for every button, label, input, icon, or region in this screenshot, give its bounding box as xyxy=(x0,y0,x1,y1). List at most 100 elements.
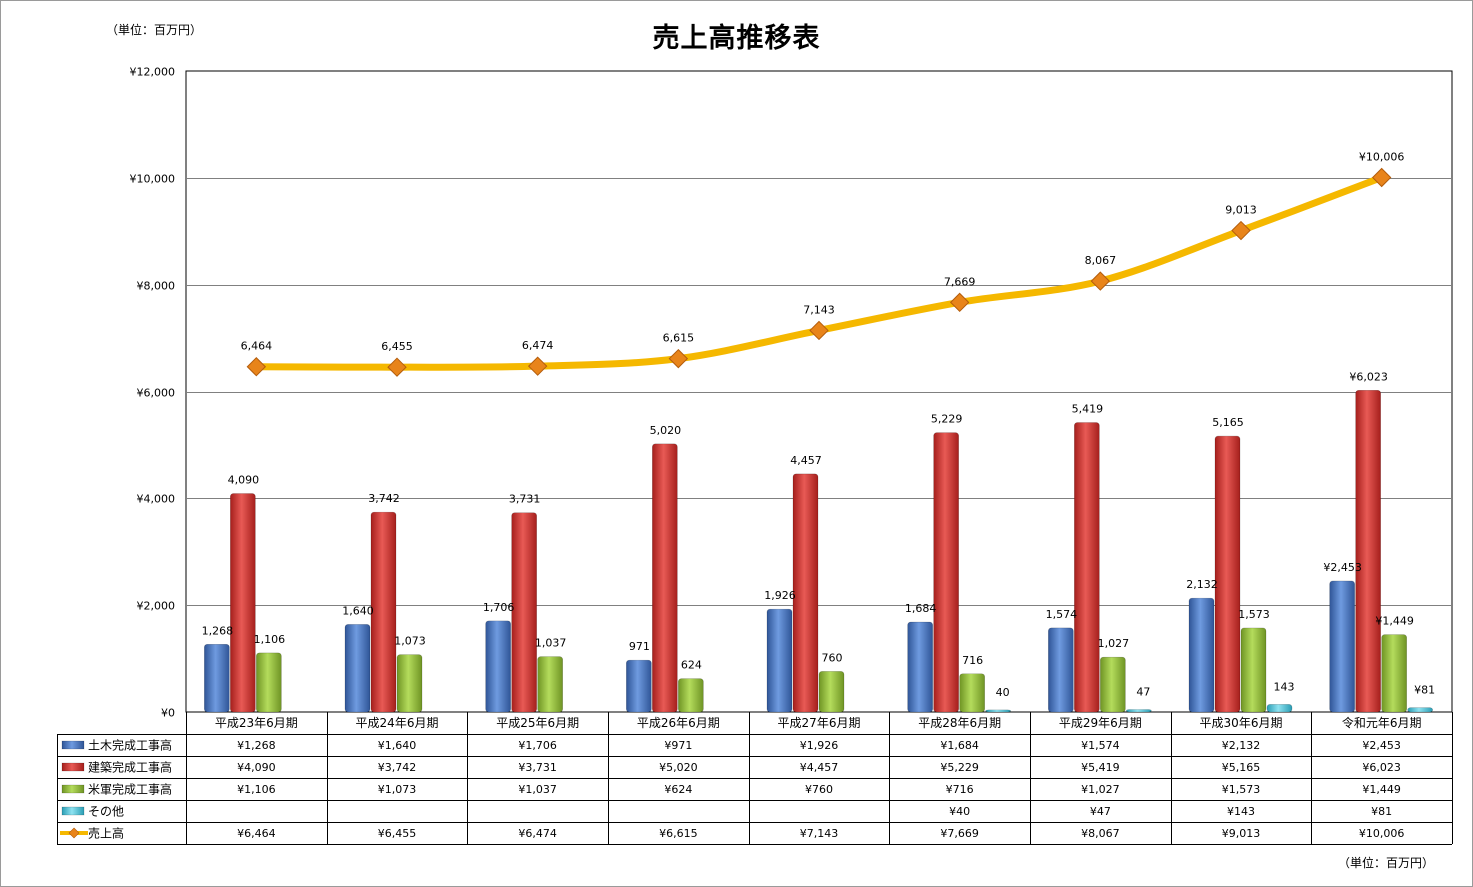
table-cell: ¥1,073 xyxy=(378,783,417,796)
bar xyxy=(626,659,652,713)
table-cell: ¥7,669 xyxy=(940,827,979,840)
legend-label: その他 xyxy=(88,805,124,819)
table-cell: ¥716 xyxy=(946,783,974,796)
bar xyxy=(1214,435,1241,713)
legend-key xyxy=(61,762,85,772)
table-cell: ¥1,684 xyxy=(940,739,979,752)
bar-data-label: 47 xyxy=(1136,685,1150,698)
category-label: 平成23年6月期 xyxy=(215,716,298,730)
bar xyxy=(370,511,397,713)
table-cell: ¥760 xyxy=(805,783,833,796)
bar xyxy=(256,652,282,713)
category-label: 平成30年6月期 xyxy=(1200,716,1283,730)
table-cell: ¥6,615 xyxy=(659,827,698,840)
category-label: 平成24年6月期 xyxy=(356,716,439,730)
bar-data-label: 5,419 xyxy=(1072,403,1104,416)
bar xyxy=(1407,707,1433,713)
y-tick-label: ¥6,000 xyxy=(137,387,176,400)
table-cell: ¥6,455 xyxy=(378,827,417,840)
table-cell: ¥4,457 xyxy=(800,761,839,774)
legend-label: 土木完成工事高 xyxy=(88,738,172,753)
sales-marker xyxy=(1231,220,1251,241)
bar-data-label: 624 xyxy=(681,659,702,672)
sales-marker xyxy=(809,320,829,341)
bar xyxy=(818,671,845,713)
bar xyxy=(1100,656,1126,713)
bar xyxy=(344,624,371,713)
line-data-label: 8,067 xyxy=(1085,254,1117,267)
line-data-label: 6,455 xyxy=(381,340,413,353)
bar-data-label: 143 xyxy=(1274,680,1295,693)
bar-data-label: 1,574 xyxy=(1046,608,1078,621)
line-data-label: 7,143 xyxy=(803,303,835,316)
bar xyxy=(1074,422,1100,713)
bar-data-label: 2,132 xyxy=(1186,578,1218,591)
y-axis: ¥0 ¥2,000 ¥4,000 ¥6,000 ¥8,000 ¥10,000 ¥12,000 xyxy=(130,66,176,720)
table-cell: ¥1,027 xyxy=(1081,783,1120,796)
bar xyxy=(933,432,959,713)
data-labels: 1,268 1,640 1,706 971 1,926 1,684 1,574 2,132 ¥2… xyxy=(202,151,1436,699)
legend-key xyxy=(61,784,85,794)
bar-data-label: 971 xyxy=(629,640,650,653)
table-cell: ¥9,013 xyxy=(1222,827,1261,840)
category-label: 平成26年6月期 xyxy=(637,716,720,730)
bar xyxy=(1266,704,1293,713)
unit-label-top: （単位：百万円） xyxy=(106,23,203,37)
y-tick-label: ¥4,000 xyxy=(137,493,176,506)
bar xyxy=(985,709,1011,713)
bar-data-label: 4,090 xyxy=(228,474,260,487)
line-data-label: 7,669 xyxy=(944,275,976,288)
table-cell: ¥2,132 xyxy=(1222,739,1261,752)
sales-marker xyxy=(1371,167,1392,188)
category-label: 平成29年6月期 xyxy=(1059,716,1142,730)
bar xyxy=(396,654,423,713)
bar xyxy=(1048,627,1074,713)
bar xyxy=(230,493,256,713)
table-cell: ¥10,006 xyxy=(1359,827,1405,840)
bar-data-label: 1,106 xyxy=(254,633,286,646)
table-cell: ¥1,926 xyxy=(800,739,839,752)
bar-data-label: 1,573 xyxy=(1238,608,1270,621)
sales-marker xyxy=(668,348,689,369)
legend-key xyxy=(61,806,85,816)
bar-data-label: 1,037 xyxy=(535,637,567,650)
data-table: 平成23年6月期 平成24年6月期 平成25年6月期 平成26年6月期 平成27年6月期… xyxy=(57,712,1453,845)
table-cell: ¥5,419 xyxy=(1081,761,1120,774)
bar xyxy=(1188,597,1215,713)
table-cell: ¥1,106 xyxy=(237,783,276,796)
table-cell: ¥2,453 xyxy=(1362,739,1401,752)
bar-data-label: 5,165 xyxy=(1212,416,1244,429)
bar xyxy=(907,621,933,713)
bar-data-label: ¥81 xyxy=(1414,684,1435,697)
table-cell: ¥3,742 xyxy=(378,761,417,774)
bar-data-label: 760 xyxy=(822,651,843,664)
table-cell: ¥1,706 xyxy=(518,739,557,752)
table-cell: ¥6,464 xyxy=(237,827,276,840)
bar xyxy=(204,643,230,713)
bar-data-label: 1,027 xyxy=(1098,637,1130,650)
bar xyxy=(537,656,563,713)
line-data-label: 6,615 xyxy=(663,332,695,345)
sales-marker xyxy=(387,357,407,377)
line-data-label: ¥10,006 xyxy=(1359,151,1405,164)
sales-marker xyxy=(246,357,267,377)
table-cell: ¥1,573 xyxy=(1222,783,1261,796)
legend-key-marker xyxy=(68,827,80,839)
bar xyxy=(1381,634,1407,713)
bar xyxy=(766,608,793,713)
table-cell: ¥6,474 xyxy=(518,827,557,840)
bar xyxy=(792,473,819,713)
bar xyxy=(1126,709,1152,713)
table-cell: ¥143 xyxy=(1227,805,1255,818)
bar-data-label: 5,020 xyxy=(650,424,682,437)
line-data-label: 6,464 xyxy=(241,340,273,353)
bar-data-label: 5,229 xyxy=(931,413,963,426)
legend-label: 米軍完成工事高 xyxy=(88,782,172,797)
bar-data-label: 4,457 xyxy=(790,454,822,467)
bar-data-label: ¥1,449 xyxy=(1375,615,1414,628)
table-cell: ¥971 xyxy=(664,739,692,752)
bar xyxy=(1355,389,1381,713)
y-tick-label: ¥0 xyxy=(161,707,175,720)
category-label: 令和元年6月期 xyxy=(1342,715,1422,730)
table-cell: ¥6,023 xyxy=(1362,761,1401,774)
